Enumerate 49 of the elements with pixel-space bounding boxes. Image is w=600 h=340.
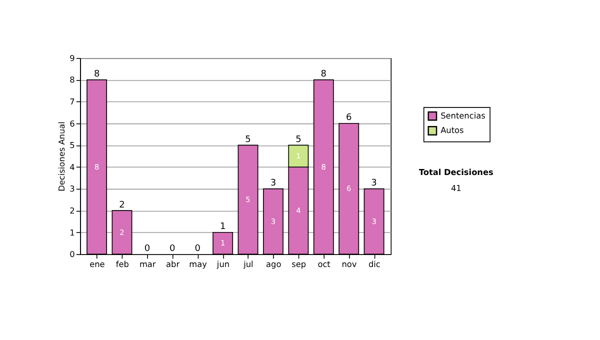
data-label: 8 xyxy=(94,162,100,172)
total-label: 6 xyxy=(346,113,352,124)
x-tick-label: nov xyxy=(342,258,357,269)
data-label: 3 xyxy=(372,216,377,226)
y-tick-label: 1 xyxy=(70,227,75,238)
x-tick-label: ene xyxy=(90,258,105,269)
total-label: 2 xyxy=(119,200,125,210)
data-label: 1 xyxy=(220,238,226,248)
total-label: 5 xyxy=(245,134,251,145)
x-tick-label: oct xyxy=(318,258,330,269)
legend-label: Sentencias xyxy=(440,110,486,120)
x-tick-label: sep xyxy=(292,258,306,269)
y-axis-title: Decisiones Anual xyxy=(56,122,67,192)
total-label: 8 xyxy=(320,70,327,80)
total-label: 3 xyxy=(371,178,377,189)
total-label: 0 xyxy=(194,244,201,254)
total-label: 0 xyxy=(170,244,176,254)
total-label: 1 xyxy=(220,222,226,232)
x-tick-label: abr xyxy=(166,258,180,269)
y-tick-label: 9 xyxy=(70,52,75,63)
x-tick-label: ago xyxy=(266,258,282,269)
total-label: 0 xyxy=(144,244,150,254)
data-label: 2 xyxy=(120,228,124,237)
x-tick-label: dic xyxy=(368,258,380,269)
total-label: 8 xyxy=(94,70,100,80)
text: 41 xyxy=(450,183,462,194)
y-tick-label: 6 xyxy=(70,118,75,128)
data-label: 3 xyxy=(270,216,276,226)
data-label: 6 xyxy=(346,184,352,194)
x-tick-label: jun xyxy=(216,258,230,269)
x-tick-label: may xyxy=(189,258,208,269)
data-label: 4 xyxy=(296,206,302,216)
x-tick-label: feb xyxy=(116,258,129,269)
text: Total Decisiones xyxy=(418,166,494,177)
y-tick-label: 0 xyxy=(70,249,75,260)
data-label: 1 xyxy=(296,152,301,161)
data-label: 8 xyxy=(321,162,326,172)
x-tick-label: mar xyxy=(139,258,156,269)
x-tick-label: jul xyxy=(242,258,254,269)
y-tick-label: 3 xyxy=(70,184,75,194)
legend-label: Autos xyxy=(440,125,464,136)
total-label: 5 xyxy=(296,134,302,145)
y-tick-label: 8 xyxy=(70,74,75,85)
y-tick-label: 5 xyxy=(70,140,75,150)
y-tick-label: 7 xyxy=(70,96,75,106)
total-label: 3 xyxy=(270,178,276,189)
data-label: 5 xyxy=(246,195,251,204)
y-tick-label: 4 xyxy=(70,162,75,172)
y-tick-label: 2 xyxy=(70,205,75,216)
